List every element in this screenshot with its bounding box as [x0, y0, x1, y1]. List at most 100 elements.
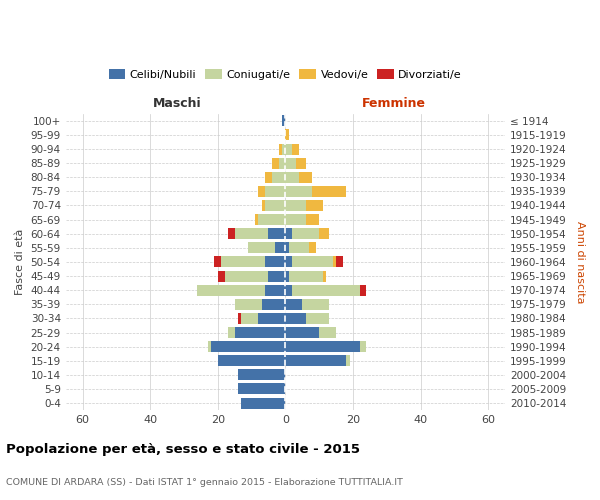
Bar: [224, 270, 286, 281]
Bar: [282, 144, 286, 154]
Bar: [238, 370, 286, 380]
Text: COMUNE DI ARDARA (SS) - Dati ISTAT 1° gennaio 2015 - Elaborazione TUTTITALIA.IT: COMUNE DI ARDARA (SS) - Dati ISTAT 1° ge…: [6, 478, 403, 487]
Bar: [286, 200, 305, 211]
Bar: [286, 355, 350, 366]
Bar: [286, 172, 299, 183]
Bar: [238, 370, 286, 380]
Bar: [265, 172, 286, 183]
Bar: [224, 270, 286, 281]
Bar: [265, 256, 286, 268]
Bar: [286, 158, 305, 168]
Bar: [262, 200, 286, 211]
Bar: [278, 144, 286, 154]
Bar: [248, 242, 286, 254]
Bar: [286, 200, 323, 211]
Bar: [282, 116, 286, 126]
Bar: [286, 130, 289, 140]
Bar: [286, 200, 323, 211]
Bar: [282, 116, 286, 126]
Bar: [235, 299, 286, 310]
Bar: [282, 116, 286, 126]
Bar: [238, 313, 286, 324]
Bar: [238, 384, 286, 394]
Bar: [286, 299, 302, 310]
Bar: [278, 158, 286, 168]
Bar: [286, 313, 329, 324]
Bar: [286, 299, 329, 310]
Bar: [228, 327, 286, 338]
Bar: [238, 384, 286, 394]
Bar: [228, 327, 286, 338]
Bar: [286, 186, 346, 197]
Bar: [208, 341, 286, 352]
Bar: [286, 341, 367, 352]
Bar: [265, 172, 286, 183]
Bar: [286, 228, 319, 239]
Bar: [197, 284, 286, 296]
Text: Femmine: Femmine: [362, 96, 425, 110]
Bar: [286, 327, 336, 338]
Bar: [228, 228, 286, 239]
Bar: [235, 228, 286, 239]
Bar: [286, 341, 360, 352]
Text: Maschi: Maschi: [153, 96, 202, 110]
Bar: [278, 144, 286, 154]
Bar: [235, 299, 286, 310]
Bar: [286, 299, 329, 310]
Y-axis label: Anni di nascita: Anni di nascita: [575, 220, 585, 303]
Bar: [286, 299, 329, 310]
Bar: [286, 270, 289, 281]
Bar: [221, 256, 286, 268]
Bar: [218, 270, 286, 281]
Bar: [286, 355, 350, 366]
Bar: [286, 186, 313, 197]
Bar: [265, 284, 286, 296]
Bar: [286, 158, 296, 168]
Bar: [275, 242, 286, 254]
Bar: [238, 370, 286, 380]
Bar: [259, 313, 286, 324]
Bar: [286, 214, 305, 225]
Bar: [218, 355, 286, 366]
Bar: [214, 256, 286, 268]
Bar: [235, 228, 286, 239]
Bar: [238, 370, 286, 380]
Bar: [248, 242, 286, 254]
Bar: [208, 341, 286, 352]
Bar: [248, 242, 286, 254]
Bar: [218, 355, 286, 366]
Bar: [241, 398, 286, 408]
Bar: [238, 384, 286, 394]
Bar: [286, 313, 329, 324]
Bar: [197, 284, 286, 296]
Bar: [241, 313, 286, 324]
Bar: [268, 228, 286, 239]
Bar: [286, 256, 292, 268]
Bar: [218, 355, 286, 366]
Bar: [286, 313, 329, 324]
Bar: [286, 284, 360, 296]
Bar: [286, 242, 316, 254]
Bar: [241, 313, 286, 324]
Bar: [286, 270, 323, 281]
Bar: [286, 242, 289, 254]
Bar: [265, 186, 286, 197]
Bar: [272, 158, 286, 168]
Bar: [218, 355, 286, 366]
Bar: [286, 228, 329, 239]
Y-axis label: Fasce di età: Fasce di età: [15, 229, 25, 295]
Bar: [235, 327, 286, 338]
Bar: [241, 398, 286, 408]
Bar: [197, 284, 286, 296]
Bar: [208, 341, 286, 352]
Bar: [286, 186, 346, 197]
Bar: [286, 327, 336, 338]
Bar: [286, 242, 309, 254]
Bar: [286, 256, 332, 268]
Bar: [255, 214, 286, 225]
Bar: [235, 299, 286, 310]
Bar: [228, 327, 286, 338]
Bar: [286, 228, 329, 239]
Bar: [241, 398, 286, 408]
Bar: [286, 144, 299, 154]
